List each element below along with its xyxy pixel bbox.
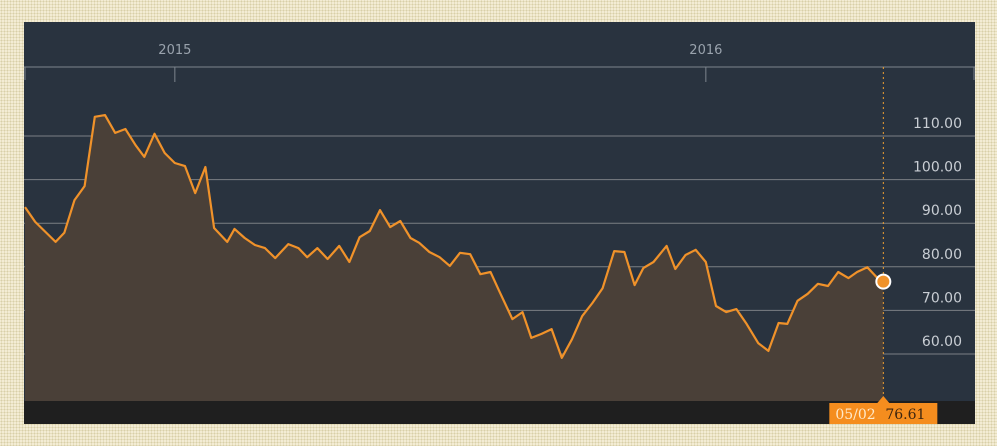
- y-tick-label: 80.00: [922, 247, 962, 263]
- y-tick-label: 100.00: [913, 160, 962, 176]
- last-point-marker[interactable]: [875, 273, 892, 290]
- area-fill: [25, 115, 884, 401]
- y-tick-label: 60.00: [922, 334, 962, 350]
- tooltip-date: 05/02: [835, 407, 875, 423]
- bottom-strip: [24, 401, 975, 424]
- tooltip: 05/02 76.61: [829, 396, 938, 424]
- y-tick-label: 90.00: [922, 203, 962, 219]
- tooltip-box: [829, 396, 938, 424]
- y-tick-label: 110.00: [913, 116, 962, 132]
- y-tick-label: 70.00: [922, 290, 962, 306]
- x-tick-label: 2016: [689, 43, 722, 58]
- tooltip-value: 76.61: [885, 407, 925, 423]
- series-line: [24, 114, 884, 359]
- x-tick-label: 2015: [158, 43, 191, 58]
